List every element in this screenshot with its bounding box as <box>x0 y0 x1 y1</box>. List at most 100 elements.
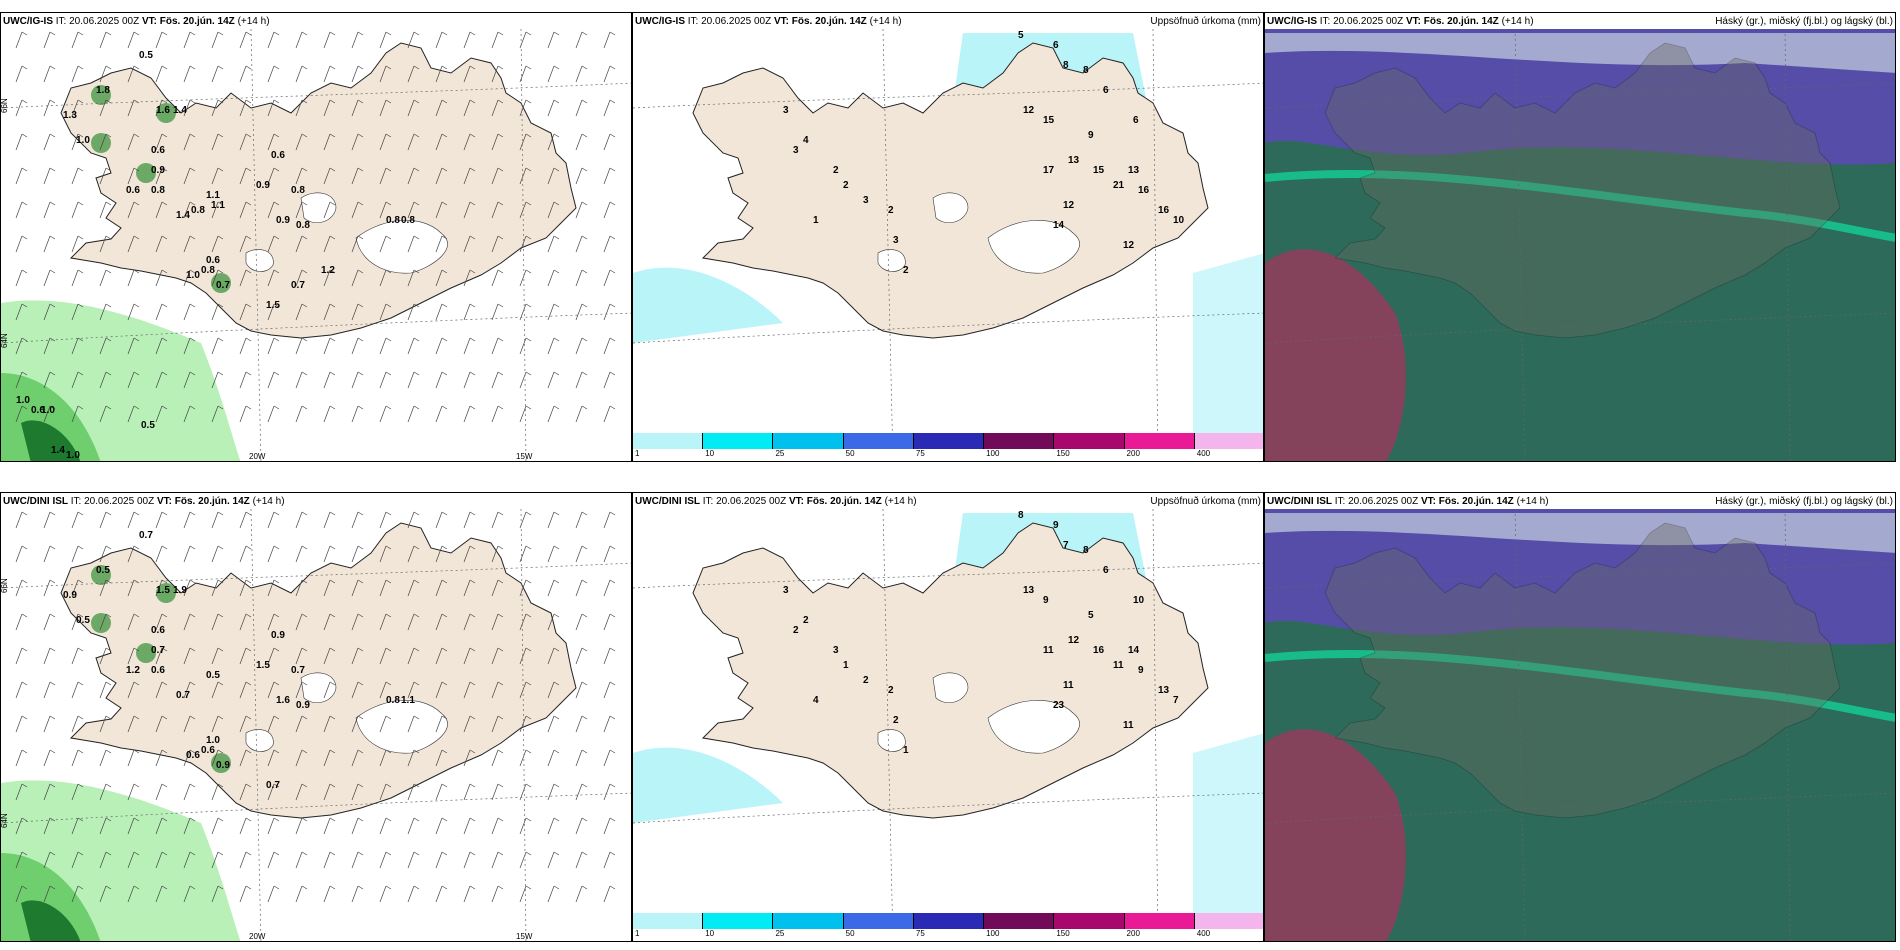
precip-value: 2 <box>803 615 809 626</box>
precip-value: 16 <box>1138 185 1150 196</box>
precip-value: 7 <box>1063 540 1069 551</box>
precip-value: 1.4 <box>51 445 65 456</box>
colorbar-swatch <box>703 913 774 929</box>
colorbar-swatch <box>703 433 774 449</box>
precip-value: 0.8 <box>191 205 205 216</box>
colorbar-swatch <box>843 433 914 449</box>
precip-value: 1 <box>813 215 819 226</box>
panel-header: UWC/IG-IS IT: 20.06.2025 00Z VT: Fös. 20… <box>635 16 1261 27</box>
precip-value: 0.7 <box>291 280 305 291</box>
precip-value: 3 <box>783 105 789 116</box>
colorbar-swatch <box>984 433 1055 449</box>
panel-top-mid-precip: UWC/IG-IS IT: 20.06.2025 00Z VT: Fös. 20… <box>632 12 1264 462</box>
precip-value: 8 <box>1083 65 1089 76</box>
precip-value: 1.0 <box>76 135 90 146</box>
precip-value: 0.6 <box>151 665 165 676</box>
precip-value: 16 <box>1158 205 1170 216</box>
precip-value: 1.6 <box>276 695 290 706</box>
lon-label: 15W <box>516 932 533 941</box>
precip-value: 0.8 <box>291 185 305 196</box>
precip-value: 4 <box>803 135 809 146</box>
precip-value: 2 <box>888 205 894 216</box>
precip-value: 11 <box>1043 645 1054 656</box>
precip-value: 2 <box>863 675 869 686</box>
precip-value: 12 <box>1123 240 1135 251</box>
panel-top-right-clouds: UWC/IG-IS IT: 20.06.2025 00Z VT: Fös. 20… <box>1264 12 1896 462</box>
lat-label: 64N <box>1 813 9 828</box>
colorbar-label: 25 <box>775 929 785 938</box>
precip-value: 0.7 <box>139 530 153 541</box>
precip-value: 0.6 <box>271 150 285 161</box>
precip-value: 1.0 <box>186 270 200 281</box>
precip-value: 1.6 <box>156 105 170 116</box>
precip-value: 1.4 <box>176 210 190 221</box>
colorbar-swatch <box>773 913 844 929</box>
colorbar-label: 25 <box>775 449 785 458</box>
precip-value: 0.5 <box>76 615 90 626</box>
lat-label: 66N <box>1 578 9 593</box>
colorbar-label: 1 <box>635 449 640 458</box>
precip-value: 0.6 <box>126 185 140 196</box>
precip-value: 0.9 <box>151 165 165 176</box>
colorbar-swatch <box>1054 433 1125 449</box>
precip-value: 0.6 <box>151 145 165 156</box>
precip-value: 1.0 <box>66 450 80 461</box>
precip-value: 11 <box>1123 720 1134 731</box>
colorbar-label: 10 <box>705 929 715 938</box>
precip-colorbar: 1 10 25 50 75 100 150 200 400 <box>633 913 1263 941</box>
precip-value: 0.5 <box>206 670 220 681</box>
precip-value: 3 <box>783 585 789 596</box>
precip-value: 0.9 <box>63 590 77 601</box>
panel-header: UWC/IG-IS IT: 20.06.2025 00Z VT: Fös. 20… <box>3 16 270 27</box>
precip-value: 1 <box>843 660 849 671</box>
colorbar-swatch <box>1124 433 1195 449</box>
precip-value: 14 <box>1053 220 1065 231</box>
precip-value: 9 <box>1053 520 1059 531</box>
colorbar-label: 150 <box>1056 929 1070 938</box>
precip-value: 21 <box>1113 180 1125 191</box>
precip-value: 2 <box>888 685 894 696</box>
precip-value: 0.6 <box>31 405 45 416</box>
map-bm: 897 8613951011121611149112313711322312422… <box>633 493 1263 941</box>
lat-label: 64N <box>1 333 9 348</box>
precip-value: 0.5 <box>96 565 110 576</box>
colorbar-label: 10 <box>705 449 715 458</box>
precip-value: 11 <box>1113 660 1124 671</box>
map-br <box>1265 493 1895 941</box>
precip-value: 2 <box>843 180 849 191</box>
precip-value: 0.6 <box>201 745 215 756</box>
precip-value: 12 <box>1063 200 1075 211</box>
precip-value: 7 <box>1173 695 1179 706</box>
colorbar-swatch <box>633 433 704 449</box>
precip-value: 1.1 <box>401 695 415 706</box>
precip-value: 23 <box>1053 700 1065 711</box>
precip-value: 0.6 <box>186 750 200 761</box>
precip-value: 9 <box>1043 595 1049 606</box>
precip-value: 1.5 <box>156 585 170 596</box>
precip-value: 13 <box>1128 165 1140 176</box>
precip-value: 0.8 <box>386 695 400 706</box>
precip-value: 9 <box>1138 665 1144 676</box>
colorbar-label: 200 <box>1126 449 1140 458</box>
precip-value: 1.9 <box>173 585 187 596</box>
colorbar-label: 100 <box>986 929 1000 938</box>
precip-value: 0.9 <box>296 700 310 711</box>
precip-value: 1.5 <box>256 660 270 671</box>
precip-value: 1 <box>903 745 909 756</box>
precip-value: 13 <box>1068 155 1080 166</box>
precip-value: 0.9 <box>256 180 270 191</box>
precip-value: 12 <box>1023 105 1035 116</box>
precip-value: 4 <box>813 695 819 706</box>
precip-value: 0.9 <box>216 760 230 771</box>
precip-value: 0.9 <box>271 630 285 641</box>
panel-header: UWC/DINI ISL IT: 20.06.2025 00Z VT: Fös.… <box>1267 496 1893 507</box>
precip-value: 0.8 <box>386 215 400 226</box>
precip-value: 3 <box>893 235 899 246</box>
precip-value: 1.1 <box>211 200 225 211</box>
colorbar-label: 50 <box>845 449 855 458</box>
colorbar-swatch <box>773 433 844 449</box>
lon-label: 20W <box>249 452 266 461</box>
precip-value: 5 <box>1018 30 1024 41</box>
precip-value: 0.7 <box>151 645 165 656</box>
precip-value: 0.6 <box>151 625 165 636</box>
